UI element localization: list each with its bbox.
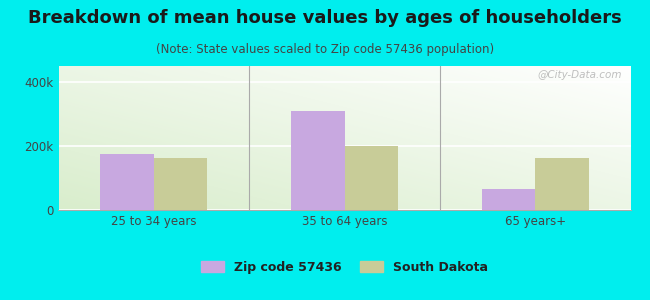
- Legend: Zip code 57436, South Dakota: Zip code 57436, South Dakota: [196, 256, 493, 279]
- Text: (Note: State values scaled to Zip code 57436 population): (Note: State values scaled to Zip code 5…: [156, 44, 494, 56]
- Text: Breakdown of mean house values by ages of householders: Breakdown of mean house values by ages o…: [28, 9, 622, 27]
- Bar: [154, 158, 207, 210]
- Text: @City-Data.com: @City-Data.com: [538, 70, 622, 80]
- Bar: [344, 146, 398, 210]
- Bar: [101, 154, 154, 210]
- Bar: [291, 111, 344, 210]
- Bar: [535, 158, 588, 210]
- Bar: [482, 189, 535, 210]
